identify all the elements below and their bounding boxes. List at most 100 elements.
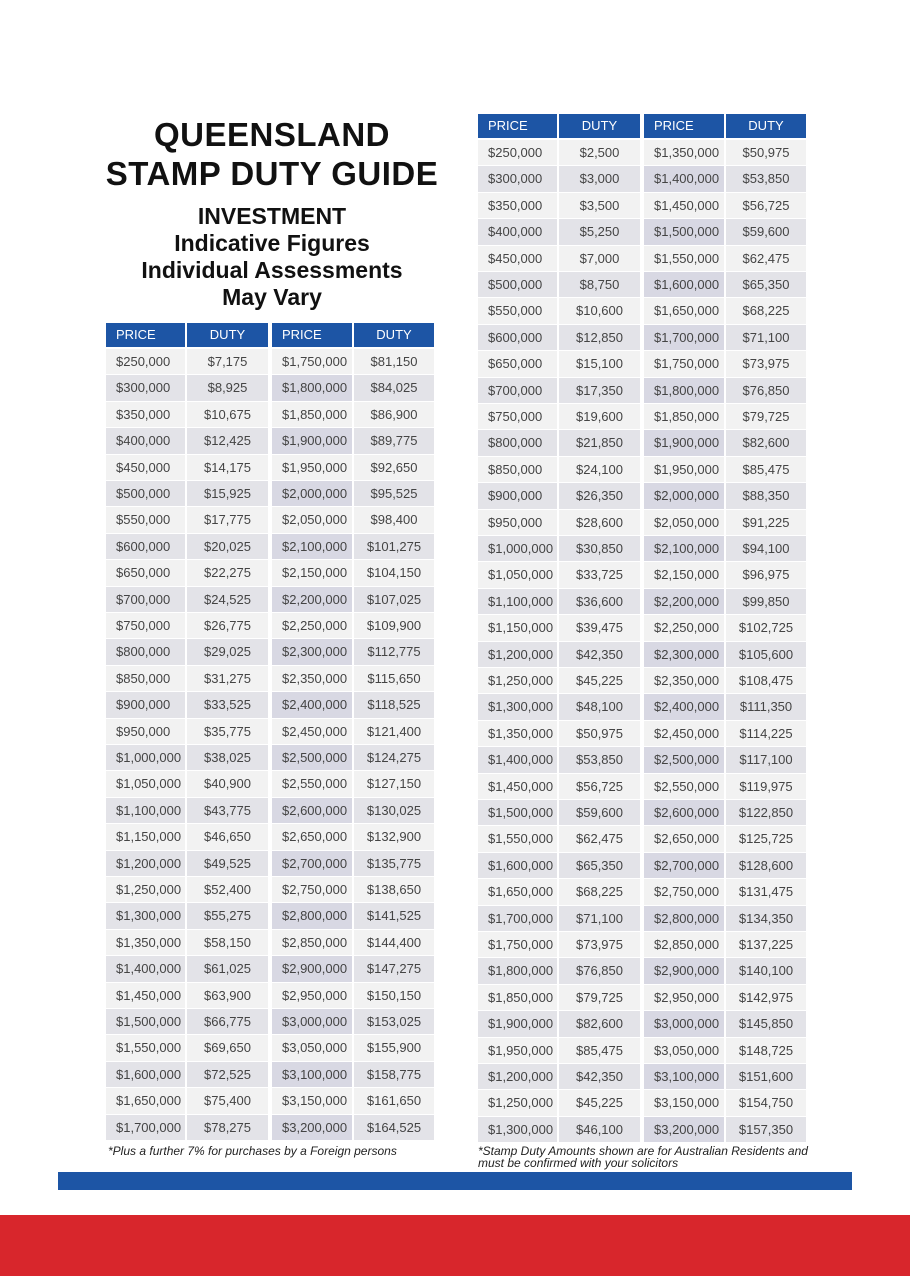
table-cell: $2,350,000 <box>644 668 724 694</box>
table-cell: $127,150 <box>354 771 434 797</box>
table-cell: $85,475 <box>559 1037 640 1063</box>
table-cell: $1,850,000 <box>272 401 352 428</box>
table-cell: $1,850,000 <box>644 404 724 430</box>
table-cell: $2,750,000 <box>272 877 352 903</box>
table-cell: $1,800,000 <box>272 375 352 401</box>
table-cell: $1,600,000 <box>478 852 557 879</box>
table-cell: $1,100,000 <box>478 588 557 615</box>
table-cell: $2,150,000 <box>644 562 724 588</box>
table-cell: $65,350 <box>559 852 640 879</box>
table-cell: $2,400,000 <box>272 692 352 718</box>
table-cell: $92,650 <box>354 454 434 480</box>
table-cell: $2,800,000 <box>644 905 724 931</box>
table-cell: $66,775 <box>187 1009 268 1035</box>
table-cell: $3,200,000 <box>644 1116 724 1143</box>
table-cell: $1,550,000 <box>478 826 557 852</box>
table-cell: $3,150,000 <box>644 1090 724 1116</box>
table-cell: $148,725 <box>726 1037 806 1063</box>
table-cell: $2,050,000 <box>644 509 724 535</box>
table-cell: $1,400,000 <box>644 166 724 192</box>
table-cell: $3,200,000 <box>272 1114 352 1140</box>
table-cell: $61,025 <box>187 956 268 982</box>
table-cell: $2,650,000 <box>272 824 352 850</box>
table-cell: $130,025 <box>354 797 434 824</box>
table-cell: $700,000 <box>478 377 557 403</box>
table-cell: $94,100 <box>726 536 806 562</box>
table-cell: $53,850 <box>559 747 640 773</box>
table-cell: $1,550,000 <box>106 1035 185 1061</box>
table-cell: $2,200,000 <box>644 588 724 615</box>
table-cell: $73,975 <box>559 932 640 958</box>
table-cell: $84,025 <box>354 375 434 401</box>
table-cell: $39,475 <box>559 615 640 641</box>
table-cell: $1,850,000 <box>478 984 557 1011</box>
table-cell: $22,275 <box>187 560 268 586</box>
table-cell: $3,050,000 <box>644 1037 724 1063</box>
table-cell: $114,225 <box>726 720 806 747</box>
table-cell: $1,200,000 <box>478 1064 557 1090</box>
table-cell: $1,050,000 <box>478 562 557 588</box>
table-cell: $750,000 <box>106 613 185 639</box>
table-cell: $78,275 <box>187 1114 268 1140</box>
table-cell: $450,000 <box>106 454 185 480</box>
table-cell: $53,850 <box>726 166 806 192</box>
table-cell: $5,250 <box>559 219 640 245</box>
table-cell: $21,850 <box>559 430 640 456</box>
table-cell: $900,000 <box>106 692 185 718</box>
table-cell: $1,750,000 <box>478 932 557 958</box>
table-cell: $1,700,000 <box>644 324 724 351</box>
table-cell: $125,725 <box>726 826 806 852</box>
table-cell: $1,100,000 <box>106 797 185 824</box>
table-cell: $33,725 <box>559 562 640 588</box>
table-cell: $1,150,000 <box>106 824 185 850</box>
table-cell: $2,900,000 <box>272 956 352 982</box>
table-cell: $86,900 <box>354 401 434 428</box>
table-cell: $59,600 <box>559 800 640 826</box>
table-cell: $115,650 <box>354 665 434 692</box>
table-cell: $36,600 <box>559 588 640 615</box>
table-cell: $1,450,000 <box>644 192 724 219</box>
table-cell: $89,775 <box>354 428 434 454</box>
table-cell: $1,450,000 <box>106 982 185 1008</box>
table-cell: $147,275 <box>354 956 434 982</box>
table-cell: $12,850 <box>559 324 640 351</box>
table-cell: $1,300,000 <box>106 903 185 929</box>
table-cell: $161,650 <box>354 1088 434 1114</box>
table-cell: $122,850 <box>726 800 806 826</box>
table-cell: $1,650,000 <box>644 298 724 324</box>
table-cell: $49,525 <box>187 850 268 876</box>
table-cell: $2,700,000 <box>644 852 724 879</box>
table-cell: $71,100 <box>726 324 806 351</box>
column-header: DUTY <box>726 114 806 138</box>
table-cell: $141,525 <box>354 903 434 929</box>
column-header: PRICE <box>644 114 724 138</box>
title-line: QUEENSLAND <box>153 116 391 153</box>
table-cell: $2,300,000 <box>272 639 352 665</box>
table-cell: $1,250,000 <box>478 668 557 694</box>
table-cell: $76,850 <box>559 958 640 984</box>
table-cell: $1,700,000 <box>106 1114 185 1140</box>
table-cell: $700,000 <box>106 586 185 612</box>
table-cell: $137,225 <box>726 932 806 958</box>
table-cell: $1,050,000 <box>106 771 185 797</box>
table-cell: $42,350 <box>559 641 640 667</box>
table-cell: $24,525 <box>187 586 268 612</box>
table-cell: $1,600,000 <box>106 1061 185 1088</box>
table-cell: $43,775 <box>187 797 268 824</box>
table-cell: $2,350,000 <box>272 665 352 692</box>
table-cell: $3,500 <box>559 192 640 219</box>
table-cell: $82,600 <box>559 1011 640 1037</box>
table-cell: $46,100 <box>559 1116 640 1143</box>
table-cell: $2,150,000 <box>272 560 352 586</box>
table-cell: $550,000 <box>106 507 185 533</box>
table-cell: $250,000 <box>106 349 185 375</box>
table-cell: $144,400 <box>354 929 434 956</box>
table-cell: $91,225 <box>726 509 806 535</box>
table-cell: $2,550,000 <box>644 773 724 799</box>
table-cell: $2,600,000 <box>644 800 724 826</box>
table-cell: $2,250,000 <box>644 615 724 641</box>
table-cell: $135,775 <box>354 850 434 876</box>
table-cell: $98,400 <box>354 507 434 533</box>
table-cell: $50,975 <box>726 140 806 166</box>
